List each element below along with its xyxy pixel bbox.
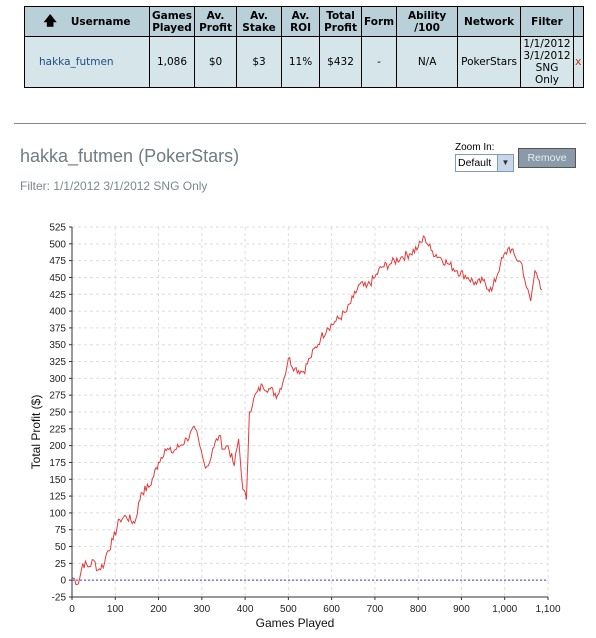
x-tick-label: 400 <box>237 604 254 615</box>
ability-cell: N/A <box>396 36 459 88</box>
y-tick-label: 500 <box>49 239 66 250</box>
x-tick-label: 200 <box>150 604 167 615</box>
remove-filter-icon[interactable]: x <box>575 55 582 68</box>
username-link[interactable]: hakka_futmen <box>24 36 150 88</box>
zoom-select-value: Default <box>458 157 492 169</box>
y-tick-label: 475 <box>49 256 66 267</box>
y-tick-label: 450 <box>49 273 66 284</box>
y-tick-label: 150 <box>49 475 66 486</box>
x-tick-label: 500 <box>280 604 297 615</box>
form-cell: - <box>361 36 398 88</box>
games-played-cell: 1,086 <box>148 36 196 88</box>
y-tick-label: 25 <box>55 559 67 570</box>
remove-filter-cell: x <box>573 36 584 88</box>
zoom-label: Zoom In: <box>455 142 495 153</box>
x-tick-label: 600 <box>323 604 340 615</box>
header-network[interactable]: Network <box>457 6 521 37</box>
x-tick-label: 300 <box>193 604 210 615</box>
chevron-down-icon[interactable]: ▼ <box>497 155 513 171</box>
x-tick-label: 100 <box>107 604 124 615</box>
zoom-select[interactable]: Default ▼ <box>455 154 514 172</box>
y-tick-label: 200 <box>49 441 66 452</box>
table-row: hakka_futmen 1,086 $0 $3 11% $432 - N/A … <box>24 36 584 88</box>
y-tick-label: 0 <box>60 576 66 587</box>
x-tick-label: 1,100 <box>535 604 560 615</box>
x-axis-label: Games Played <box>256 616 335 630</box>
y-tick-label: 175 <box>49 458 66 469</box>
total-profit-cell: $432 <box>319 36 363 88</box>
table-header-row: 🡅 Username Games Played Av. Profit Av. St… <box>24 6 584 37</box>
header-username[interactable]: 🡅 Username <box>24 6 150 37</box>
y-axis-label: Total Profit ($) <box>29 395 43 470</box>
profit-chart: -250255075100125150175200225250275300325… <box>29 223 561 631</box>
header-av-roi[interactable]: Av. ROI <box>281 6 321 37</box>
x-tick-label: 0 <box>69 604 75 615</box>
header-ability[interactable]: Ability /100 <box>396 6 459 37</box>
header-games-played[interactable]: Games Played <box>148 6 196 37</box>
y-tick-label: 525 <box>49 223 66 234</box>
y-tick-label: 300 <box>49 374 66 385</box>
y-tick-label: -25 <box>52 593 67 604</box>
av-roi-cell: 11% <box>281 36 321 88</box>
header-remove <box>573 6 584 37</box>
y-tick-label: 275 <box>49 391 66 402</box>
network-cell: PokerStars <box>457 36 521 88</box>
x-tick-label: 700 <box>367 604 384 615</box>
filter-cell: 1/1/2012 3/1/2012 SNG Only <box>520 36 574 88</box>
y-tick-label: 125 <box>49 492 66 503</box>
av-stake-cell: $3 <box>236 36 283 88</box>
graph-title: hakka_futmen (PokerStars) <box>20 146 240 166</box>
y-tick-label: 225 <box>49 424 66 435</box>
profit-series-line <box>71 235 543 586</box>
y-tick-label: 250 <box>49 408 66 419</box>
x-tick-label: 1,000 <box>492 604 517 615</box>
y-tick-label: 75 <box>55 525 67 536</box>
sort-arrow-icon[interactable]: 🡅 <box>43 13 57 29</box>
y-tick-label: 325 <box>49 357 66 368</box>
section-divider <box>14 123 586 124</box>
y-tick-label: 375 <box>49 323 66 334</box>
x-tick-label: 800 <box>410 604 427 615</box>
header-av-profit[interactable]: Av. Profit <box>194 6 238 37</box>
y-tick-label: 50 <box>55 542 67 553</box>
graph-filter-text: Filter: 1/1/2012 3/1/2012 SNG Only <box>20 179 208 193</box>
player-stats-table: 🡅 Username Games Played Av. Profit Av. St… <box>24 6 584 88</box>
header-filter: Filter <box>520 6 574 37</box>
header-form[interactable]: Form <box>361 6 398 37</box>
av-profit-cell: $0 <box>194 36 238 88</box>
header-total-profit[interactable]: Total Profit <box>319 6 363 37</box>
y-tick-label: 100 <box>49 508 66 519</box>
y-tick-label: 350 <box>49 340 66 351</box>
y-tick-label: 400 <box>49 307 66 318</box>
x-tick-label: 900 <box>453 604 470 615</box>
remove-zoom-button[interactable]: Remove <box>518 148 576 168</box>
y-tick-label: 425 <box>49 290 66 301</box>
header-av-stake[interactable]: Av. Stake <box>236 6 283 37</box>
